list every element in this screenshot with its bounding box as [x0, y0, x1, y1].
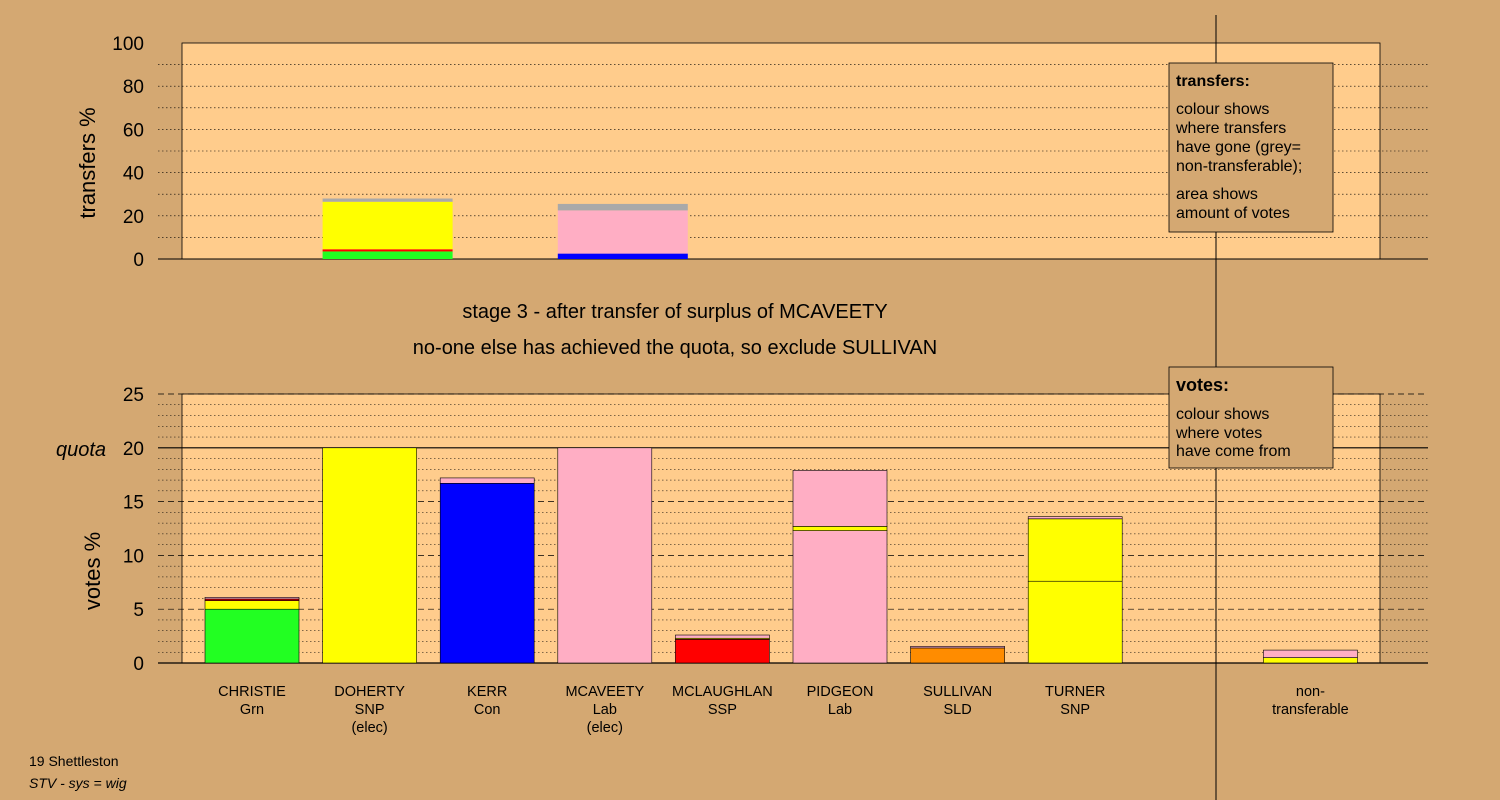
candidate-label: SNP: [1060, 702, 1090, 718]
y-tick-label: 40: [123, 164, 144, 185]
vote-segment: [792, 470, 888, 527]
transfers-legend-line: have gone (grey=: [1176, 139, 1301, 156]
y-tick-label: 15: [123, 493, 144, 514]
candidate-label: Lab: [828, 702, 852, 718]
candidate-label: SSP: [708, 702, 737, 718]
y-tick-label: 0: [133, 654, 144, 675]
candidate-label: SULLIVAN: [923, 684, 992, 700]
candidate-label: MCAVEETY: [565, 684, 644, 700]
votes-legend-line: where votes: [1175, 425, 1262, 442]
stage-title: stage 3 - after transfer of surplus of M…: [462, 301, 887, 323]
transfer-segment: [322, 249, 453, 252]
candidate-label: Lab: [593, 702, 617, 718]
candidate-label: transferable: [1272, 702, 1349, 718]
constituency-label: 19 Shettleston: [29, 753, 119, 769]
transfer-segment: [557, 253, 688, 259]
transfers-legend-line: where transfers: [1175, 120, 1286, 137]
candidate-label: (elec): [351, 720, 387, 736]
vote-segment: [1027, 580, 1123, 664]
transfer-segment: [322, 201, 453, 250]
vote-segment: [204, 600, 300, 610]
candidate-label: (elec): [587, 720, 623, 736]
candidate-label: TURNER: [1045, 684, 1105, 700]
candidate-label: Grn: [240, 702, 264, 718]
y-tick-label: 60: [123, 120, 144, 141]
vote-segment: [204, 597, 300, 600]
candidate-label: CHRISTIE: [218, 684, 286, 700]
vote-segment: [439, 483, 535, 664]
y-tick-label: 80: [123, 77, 144, 98]
votes-panel: 0 5 10 15 20 25 votes % quota CHRISTIE Grn DOHE…: [56, 385, 1428, 736]
votes-legend-line: have come from: [1176, 443, 1291, 460]
votes-legend-title: votes:: [1176, 375, 1229, 395]
candidate-label: Con: [474, 702, 501, 718]
transfers-legend-line: non-transferable);: [1176, 158, 1302, 175]
candidate-label: SNP: [355, 702, 385, 718]
transfer-segment: [557, 210, 688, 254]
vote-segment: [1263, 657, 1358, 664]
candidate-label: PIDGEON: [807, 684, 874, 700]
y-tick-label: 5: [133, 600, 144, 621]
vote-segment: [675, 634, 770, 639]
votes-legend: votes: colour shows where votes have com…: [1168, 366, 1334, 469]
vote-segment: [322, 447, 417, 664]
vote-segment: [1027, 516, 1123, 520]
vote-segment: [910, 647, 1005, 664]
transfers-legend-title: transfers:: [1176, 73, 1250, 90]
transfer-segment: [322, 251, 453, 259]
transfers-legend-line: colour shows: [1176, 101, 1269, 118]
y-tick-label: 0: [133, 250, 144, 271]
transfers-legend: transfers: colour shows where transfers …: [1168, 62, 1334, 233]
y-tick-label: 100: [112, 34, 144, 55]
stage-note: no-one else has achieved the quota, so e…: [413, 337, 937, 359]
transfer-segment: [557, 203, 688, 211]
candidate-label: MCLAUGHLAN: [672, 684, 773, 700]
vote-segment: [675, 639, 770, 664]
candidate-label: DOHERTY: [334, 684, 405, 700]
votes-legend-line: colour shows: [1176, 406, 1269, 423]
vote-segment: [792, 530, 888, 664]
quota-label: quota: [56, 439, 106, 461]
y-tick-label: 20: [123, 207, 144, 228]
y-tick-label: 10: [123, 546, 144, 567]
system-label: STV - sys = wig: [29, 775, 127, 791]
vote-segment: [1027, 518, 1123, 582]
transfers-legend-line: amount of votes: [1176, 205, 1290, 222]
vote-segment: [204, 608, 300, 664]
transfer-segment: [322, 198, 453, 202]
vote-segment: [439, 477, 535, 484]
candidate-label: non-: [1296, 684, 1325, 700]
y-tick-label: 20: [123, 439, 144, 460]
vote-segment: [1263, 649, 1358, 658]
vote-segment: [910, 646, 1005, 649]
transfers-legend-line: area shows: [1176, 186, 1258, 203]
y-tick-label: 25: [123, 385, 144, 406]
candidate-label: SLD: [943, 702, 971, 718]
transfers-y-axis-label: transfers %: [75, 107, 100, 218]
vote-segment: [557, 447, 653, 664]
votes-y-axis-label: votes %: [80, 532, 105, 610]
vote-segment: [792, 526, 888, 531]
candidate-label: KERR: [467, 684, 507, 700]
